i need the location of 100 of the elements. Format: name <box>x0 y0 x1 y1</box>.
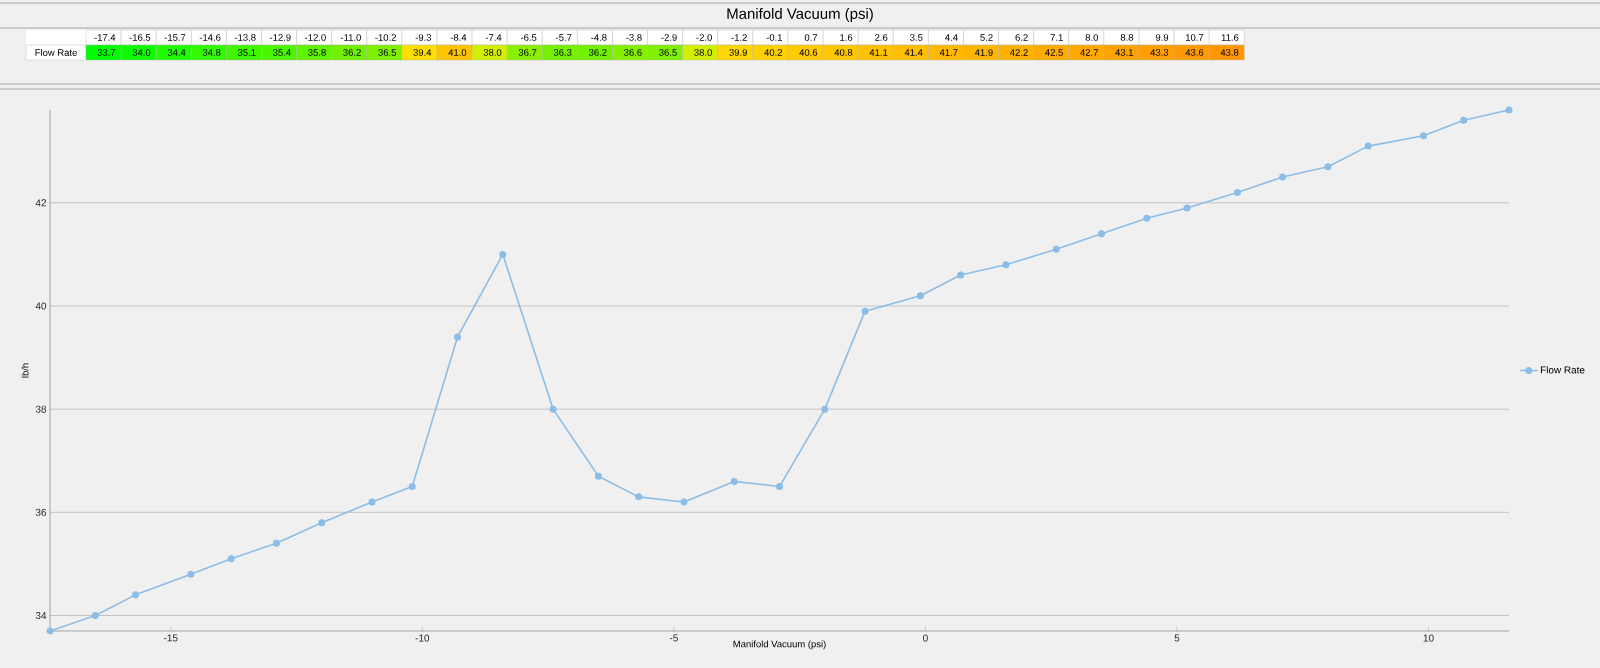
data-label: 34.0 <box>132 49 151 56</box>
data-label: 36.7 <box>518 49 537 56</box>
x-tick-label: -4.8 <box>591 34 607 41</box>
point <box>957 271 965 279</box>
y-tick-label: 42 <box>35 199 46 207</box>
x-tick-label: -3.8 <box>626 34 642 41</box>
data-label: 41.4 <box>904 49 923 56</box>
point <box>730 477 738 485</box>
y-tick-label: 38 <box>35 405 47 413</box>
y-axis-title: lb/h <box>21 363 29 378</box>
data-label: 42.2 <box>1009 49 1028 56</box>
point <box>368 498 376 506</box>
data-label: 40.8 <box>834 49 853 56</box>
x-tick-label: -14.6 <box>199 34 221 41</box>
data-label: 36.5 <box>378 49 396 56</box>
data-label: 39.4 <box>413 49 432 56</box>
data-label: 36.2 <box>588 49 607 56</box>
x-tick-label: -16.5 <box>129 34 151 41</box>
point <box>499 250 507 258</box>
point <box>1419 132 1427 140</box>
point <box>861 307 869 315</box>
x-tick-label: 5.2 <box>980 34 993 41</box>
data-label: 36.3 <box>553 49 572 56</box>
y-tick-label: 34 <box>35 611 47 620</box>
x-tick-label: 10 <box>1423 634 1434 642</box>
point <box>594 472 602 480</box>
point <box>1279 173 1287 181</box>
x-tick-label: 1.6 <box>840 34 853 41</box>
point <box>91 612 99 620</box>
x-tick-label: -15 <box>164 634 178 642</box>
data-label: 35.8 <box>308 49 326 56</box>
x-tick-label: 3.5 <box>910 34 923 41</box>
x-tick-label: -15.7 <box>164 34 186 41</box>
point <box>132 591 140 599</box>
data-label: 36.5 <box>659 49 677 56</box>
data-label: 41.1 <box>869 49 888 56</box>
point <box>46 627 54 635</box>
data-label: 42.7 <box>1080 49 1098 56</box>
point <box>1324 163 1332 171</box>
point <box>549 405 557 413</box>
point <box>916 292 924 300</box>
x-tick-label: 11.6 <box>1221 34 1239 41</box>
x-tick-label: 6.2 <box>1015 34 1028 41</box>
data-label: 41.7 <box>939 49 958 56</box>
data-label: 40.2 <box>764 49 783 56</box>
point <box>318 519 326 527</box>
data-label: 35.1 <box>237 49 256 56</box>
x-tick-label: -2.9 <box>661 34 677 41</box>
point <box>227 555 235 563</box>
x-tick-label: -12.0 <box>305 34 326 41</box>
data-label: 39.9 <box>729 49 747 56</box>
x-tick-label: -2.0 <box>696 34 712 41</box>
point <box>776 483 784 491</box>
data-label: 36.2 <box>343 49 361 56</box>
point <box>1098 230 1106 238</box>
x-axis-title: Manifold Vacuum (psi) <box>733 640 826 650</box>
point <box>187 570 195 578</box>
x-tick-label: -6.5 <box>520 34 537 41</box>
x-tick-label: 7.1 <box>1050 34 1063 41</box>
x-tick-label: -7.4 <box>485 34 502 41</box>
x-tick-label: -0.1 <box>766 34 783 41</box>
data-label: 43.6 <box>1185 49 1204 56</box>
x-tick-label: 0 <box>923 634 928 642</box>
point <box>1183 204 1191 212</box>
point <box>635 493 643 501</box>
data-label: 34.4 <box>167 49 186 56</box>
x-tick-label: 2.6 <box>875 34 888 41</box>
point <box>1460 116 1468 124</box>
point <box>821 405 829 413</box>
x-tick-label: -8.4 <box>450 34 467 41</box>
x-tick-label: 10.7 <box>1185 34 1204 41</box>
x-tick-label: -13.8 <box>234 34 256 41</box>
data-label: 38.0 <box>483 49 502 56</box>
x-tick-label: 9.9 <box>1155 34 1169 41</box>
point <box>1505 106 1513 114</box>
data-label: 36.6 <box>624 49 642 56</box>
data-label: 41.0 <box>448 49 467 56</box>
x-tick-label: 8.8 <box>1120 34 1134 41</box>
point <box>1002 261 1010 269</box>
x-tick-label: -5.7 <box>556 34 572 41</box>
x-tick-label: 4.4 <box>945 34 958 41</box>
data-label: 41.9 <box>974 49 993 56</box>
x-tick-label: 5 <box>1174 634 1180 642</box>
data-label: 35.4 <box>273 49 291 56</box>
point <box>1052 245 1060 253</box>
point <box>272 539 280 547</box>
x-tick-label: -10.2 <box>375 34 396 41</box>
data-label: 33.7 <box>97 49 116 56</box>
x-tick-label: -5 <box>669 634 678 642</box>
data-label: 34.8 <box>202 49 221 56</box>
chart-title: Manifold Vacuum (psi) <box>727 8 873 22</box>
data-label: 43.1 <box>1115 49 1134 56</box>
x-tick-label: -17.4 <box>94 34 116 41</box>
x-tick-label: -11.0 <box>340 34 361 41</box>
x-tick-label: -1.2 <box>731 34 747 41</box>
y-tick-label: 40 <box>35 302 47 310</box>
point <box>1233 189 1241 197</box>
x-tick-label: -9.3 <box>415 34 432 41</box>
point <box>1364 142 1372 150</box>
data-label: 38.0 <box>694 49 712 56</box>
